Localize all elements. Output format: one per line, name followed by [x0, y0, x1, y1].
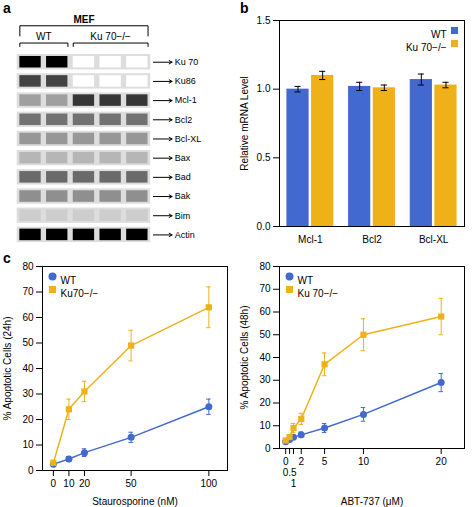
svg-text:Ku 70−/−: Ku 70−/−	[406, 42, 447, 53]
svg-text:20: 20	[79, 478, 91, 489]
svg-text:Ku86: Ku86	[175, 76, 196, 86]
svg-text:Mcl-1: Mcl-1	[298, 234, 323, 245]
svg-text:Relative mRNA Level: Relative mRNA Level	[239, 76, 250, 170]
svg-text:1: 1	[291, 478, 297, 489]
svg-text:70: 70	[259, 283, 271, 294]
svg-text:80: 80	[259, 261, 271, 272]
svg-text:Bak: Bak	[175, 191, 191, 201]
svg-text:Actin: Actin	[175, 230, 195, 240]
svg-text:100: 100	[201, 478, 218, 489]
svg-text:20: 20	[22, 414, 34, 425]
svg-text:2: 2	[298, 456, 304, 467]
svg-text:Bim: Bim	[175, 211, 191, 221]
svg-text:0.5: 0.5	[257, 152, 271, 163]
svg-text:10: 10	[22, 439, 34, 450]
html-text:a: a	[3, 0, 11, 16]
svg-text:Bad: Bad	[175, 172, 191, 182]
svg-text:30: 30	[22, 388, 34, 399]
svg-text:Ku 70−/−: Ku 70−/−	[298, 288, 339, 299]
svg-text:Staurosporine (nM): Staurosporine (nM)	[92, 496, 178, 507]
svg-text:60: 60	[259, 306, 271, 317]
svg-text:Bcl-XL: Bcl-XL	[419, 234, 449, 245]
svg-text:10: 10	[259, 420, 271, 431]
svg-text:70: 70	[22, 286, 34, 297]
svg-text:ABT-737 (μM): ABT-737 (μM)	[341, 496, 403, 507]
svg-text:WT: WT	[61, 275, 77, 286]
svg-text:1.5: 1.5	[257, 15, 271, 26]
svg-text:% Apoptotic Cells (48h): % Apoptotic Cells (48h)	[239, 306, 250, 410]
svg-text:WT: WT	[36, 31, 52, 42]
svg-text:50: 50	[22, 337, 34, 348]
svg-text:MEF: MEF	[73, 14, 94, 25]
svg-text:1.0: 1.0	[257, 83, 271, 94]
svg-text:50: 50	[126, 478, 138, 489]
svg-text:10: 10	[358, 456, 370, 467]
svg-text:80: 80	[22, 261, 34, 272]
svg-text:% Apoptotic Cells (24h): % Apoptotic Cells (24h)	[2, 317, 13, 421]
svg-text:WT: WT	[298, 275, 314, 286]
svg-text:WT: WT	[431, 29, 447, 40]
svg-text:Bcl-XL: Bcl-XL	[175, 134, 202, 144]
svg-text:50: 50	[259, 329, 271, 340]
svg-text:Bcl2: Bcl2	[362, 234, 382, 245]
svg-text:10: 10	[63, 478, 75, 489]
svg-text:Ku70−/−: Ku70−/−	[61, 288, 99, 299]
svg-text:Bcl2: Bcl2	[175, 115, 193, 125]
svg-text:0: 0	[51, 478, 57, 489]
svg-text:40: 40	[22, 363, 34, 374]
svg-text:0: 0	[265, 443, 271, 454]
svg-text:0: 0	[283, 456, 289, 467]
svg-text:40: 40	[259, 352, 271, 363]
svg-text:Ku 70−/−: Ku 70−/−	[90, 31, 131, 42]
svg-text:0: 0	[28, 465, 34, 476]
svg-text:60: 60	[22, 312, 34, 323]
svg-text:0.0: 0.0	[257, 221, 271, 232]
svg-text:Bax: Bax	[175, 153, 191, 163]
svg-text:5: 5	[322, 456, 328, 467]
html-text:c: c	[3, 250, 11, 266]
svg-text:20: 20	[259, 397, 271, 408]
svg-text:Ku 70: Ku 70	[175, 57, 199, 67]
svg-text:30: 30	[259, 374, 271, 385]
svg-text:0.5: 0.5	[283, 467, 297, 478]
svg-text:Mcl-1: Mcl-1	[175, 95, 197, 105]
svg-text:20: 20	[436, 456, 448, 467]
html-text:b: b	[240, 0, 249, 16]
